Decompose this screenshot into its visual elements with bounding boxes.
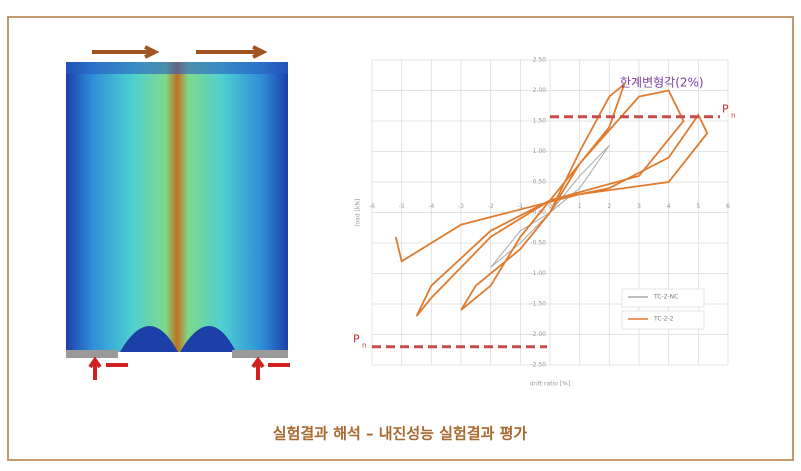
x-tick-label: 3 [637, 203, 641, 210]
legend-label: TC-2-2 [653, 316, 674, 323]
y-tick-label: -2.50 [530, 362, 546, 369]
y-tick-label: -1.00 [530, 270, 546, 277]
y-tick-label: -2.00 [530, 331, 546, 338]
x-tick-label: -6 [369, 203, 375, 210]
x-tick-label: -5 [399, 203, 405, 210]
x-tick-label: 2 [607, 203, 611, 210]
page: 실험결과 해석 – 내진성능 실험결과 평가 2.50 2.00 1.50 1.00 0… [0, 0, 801, 471]
y-tick-label: 2.50 [533, 57, 547, 64]
y-tick-label: -1.50 [530, 301, 546, 308]
series-line [396, 84, 708, 316]
figure: 실험결과 해석 – 내진성능 실험결과 평가 2.50 2.00 1.50 1.00 0… [0, 0, 801, 467]
legend-label: TC-2-NC [653, 294, 678, 301]
x-tick-label: 1 [578, 203, 582, 210]
pn-subscript: n [362, 342, 366, 350]
y-axis-label: load [kN] [355, 199, 362, 226]
chart: 2.502.001.501.000.500.00-0.50-1.00-1.50-… [353, 57, 735, 388]
x-tick-label: 5 [696, 203, 700, 210]
x-tick-label: 6 [726, 203, 730, 210]
pn-subscript: n [731, 112, 735, 120]
pn-label: P [353, 333, 360, 346]
y-tick-label: 1.50 [533, 118, 547, 125]
x-tick-label: -3 [458, 203, 464, 210]
y-tick-label: 1.00 [533, 148, 547, 155]
fe-model [66, 47, 290, 380]
annotation: 한계변형각(2%) [620, 76, 704, 90]
x-tick-label: 4 [667, 203, 671, 210]
y-tick-label: -0.50 [530, 240, 546, 247]
x-tick-label: -2 [488, 203, 494, 210]
pn-label: P [722, 103, 729, 116]
x-tick-label: -4 [428, 203, 434, 210]
y-tick-label: 2.00 [533, 87, 547, 94]
x-axis-label: drift ratio [%] [530, 381, 570, 388]
caption: 실험결과 해석 – 내진성능 실험결과 평가 [273, 425, 528, 443]
y-tick-label: 0.50 [533, 179, 547, 186]
